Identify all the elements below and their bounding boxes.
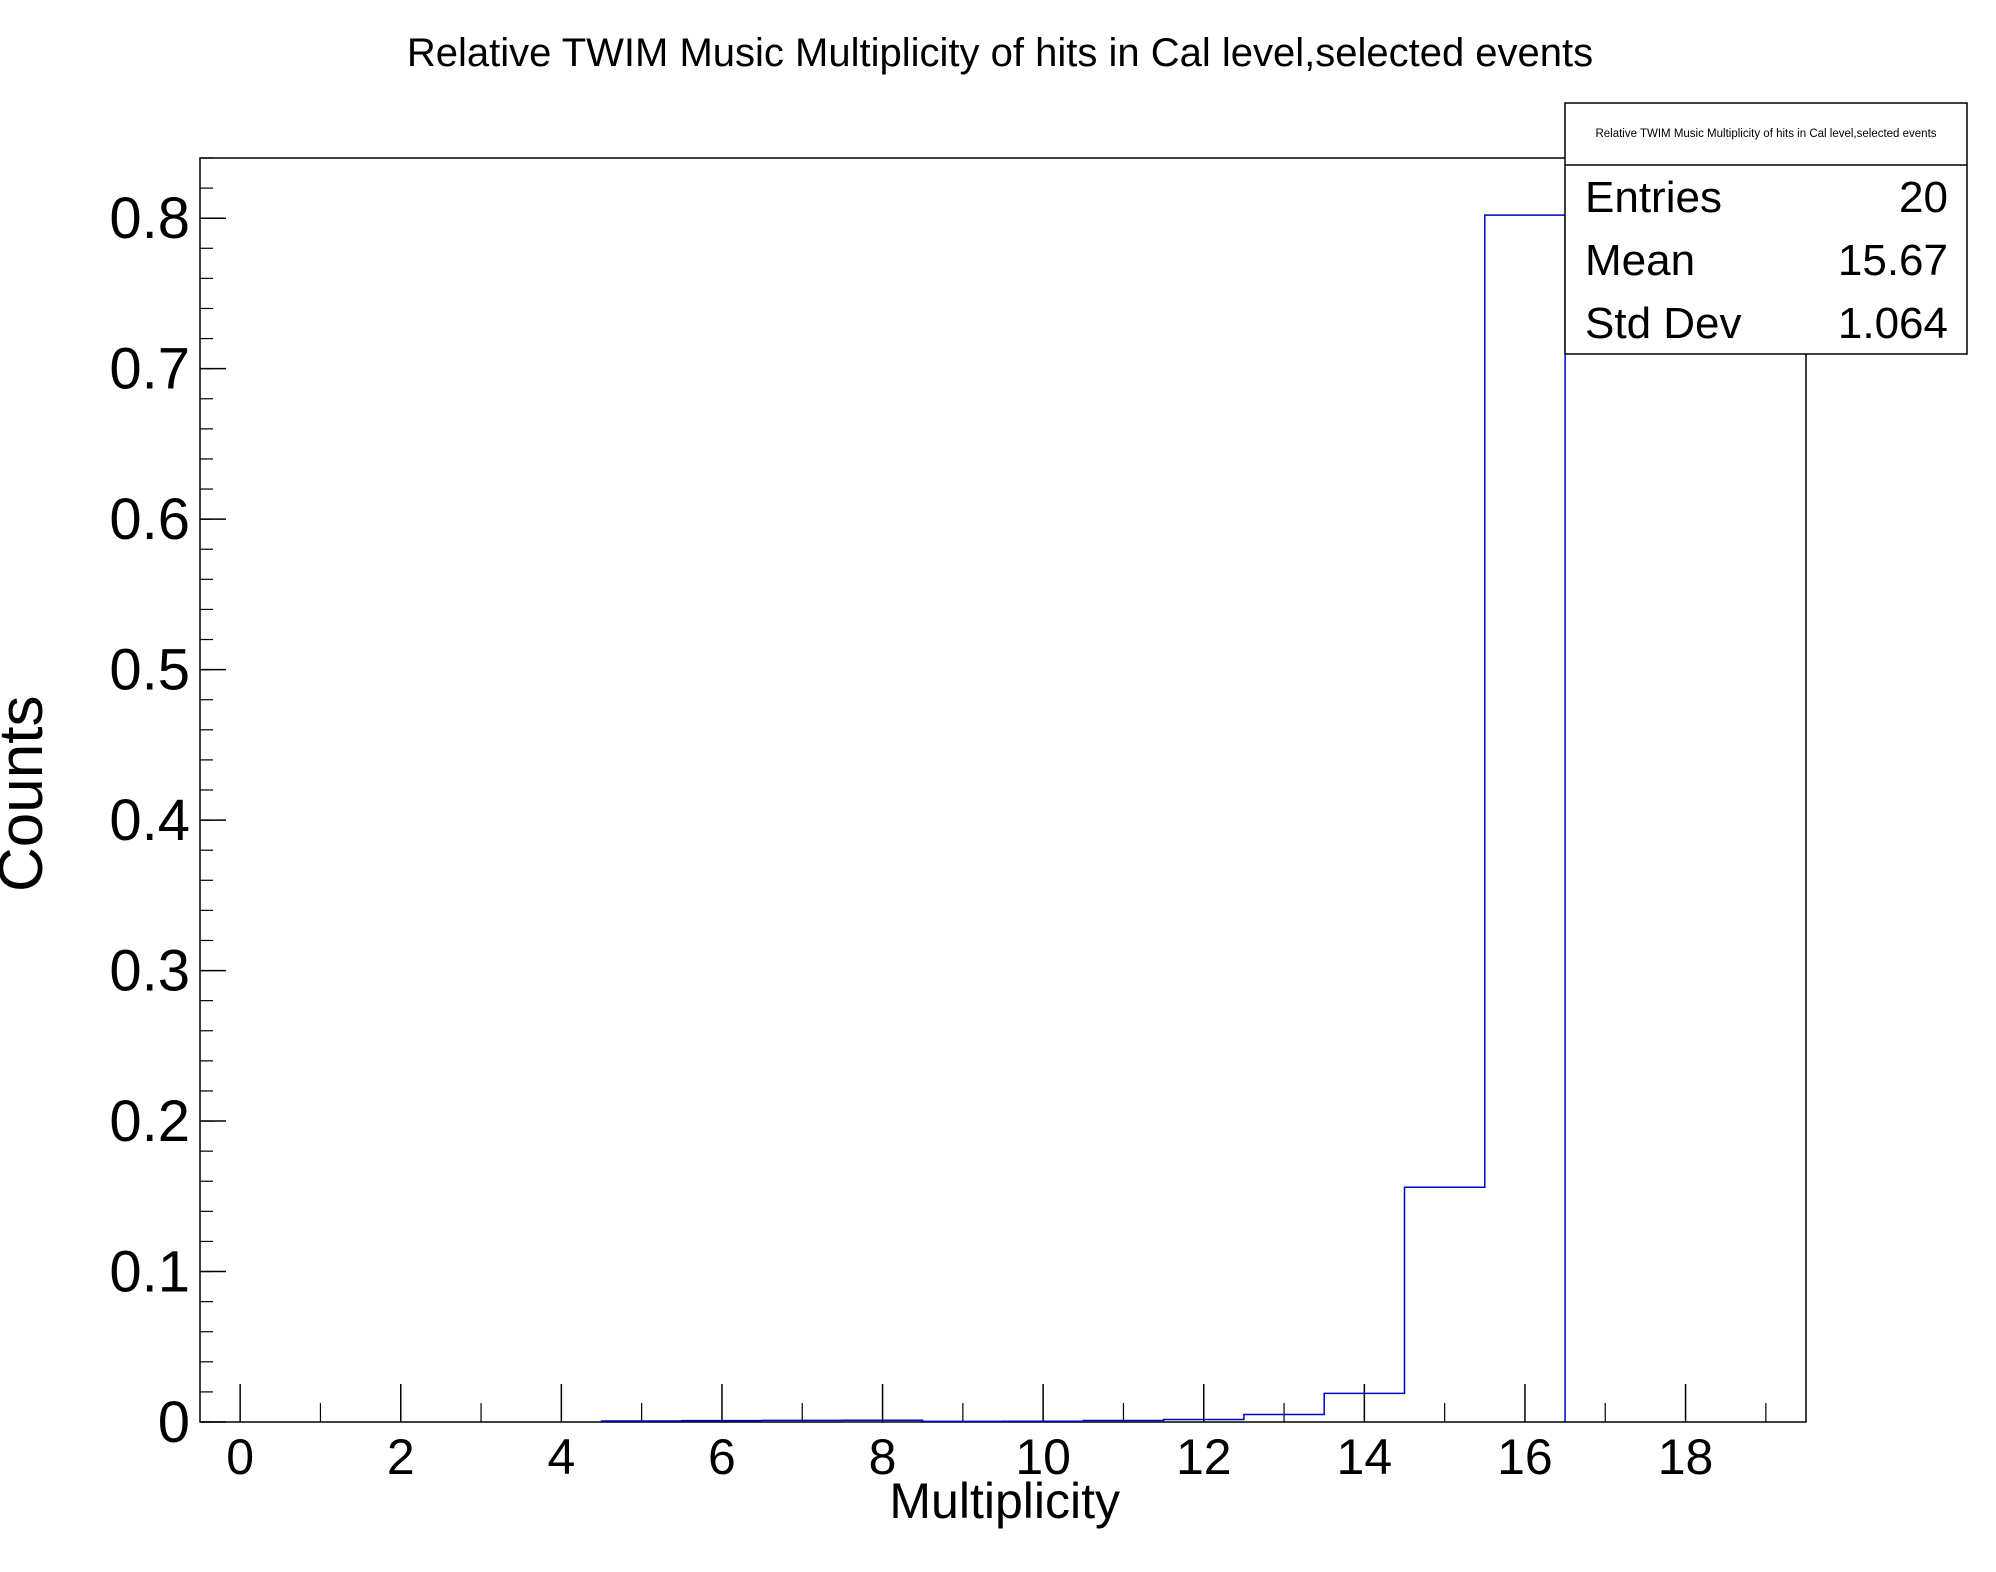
stats-mean-value: 15.67 [1838,236,1948,285]
histogram-outline [600,214,1566,1423]
stats-entries-value: 20 [1899,173,1948,222]
x-axis-label: Multiplicity [889,1473,1120,1529]
y-tick-label: 0.6 [109,487,190,552]
x-tick-label: 18 [1658,1429,1714,1485]
y-tick-label: 0.1 [109,1240,190,1305]
y-axis-label: Counts [0,696,56,892]
x-tick-label: 4 [547,1429,575,1485]
chart-title: Relative TWIM Music Multiplicity of hits… [407,31,1593,75]
stats-box-frame [1564,102,1968,355]
y-tick-label: 0.3 [109,939,190,1004]
y-axis: 0 0.1 0.2 0.3 0.4 0.5 0.6 0.7 0.8 [109,157,226,1455]
stats-box-title: Relative TWIM Music Multiplicity of hits… [1595,128,1936,140]
x-axis: 0 2 4 6 8 10 12 14 16 18 [226,1384,1767,1485]
x-tick-label: 6 [708,1429,736,1485]
x-tick-label: 2 [387,1429,415,1485]
y-tick-label: 0.8 [109,186,190,251]
y-tick-label: 0.4 [109,788,190,853]
y-tick-label: 0 [158,1390,190,1455]
x-tick-label: 12 [1176,1429,1232,1485]
x-tick-label: 14 [1337,1429,1393,1485]
y-tick-label: 0.5 [109,638,190,703]
x-tick-label: 10 [1015,1429,1071,1485]
stats-entries-label: Entries [1585,173,1722,222]
x-tick-label: 8 [869,1429,897,1485]
stats-stddev-label: Std Dev [1585,299,1742,348]
x-tick-label: 16 [1497,1429,1553,1485]
y-tick-label: 0.2 [109,1089,190,1154]
stats-box: Relative TWIM Music Multiplicity of hits… [1564,102,1968,355]
x-tick-label: 0 [226,1429,254,1485]
stats-stddev-value: 1.064 [1838,299,1948,348]
stats-mean-label: Mean [1585,236,1695,285]
y-tick-label: 0.7 [109,337,190,402]
